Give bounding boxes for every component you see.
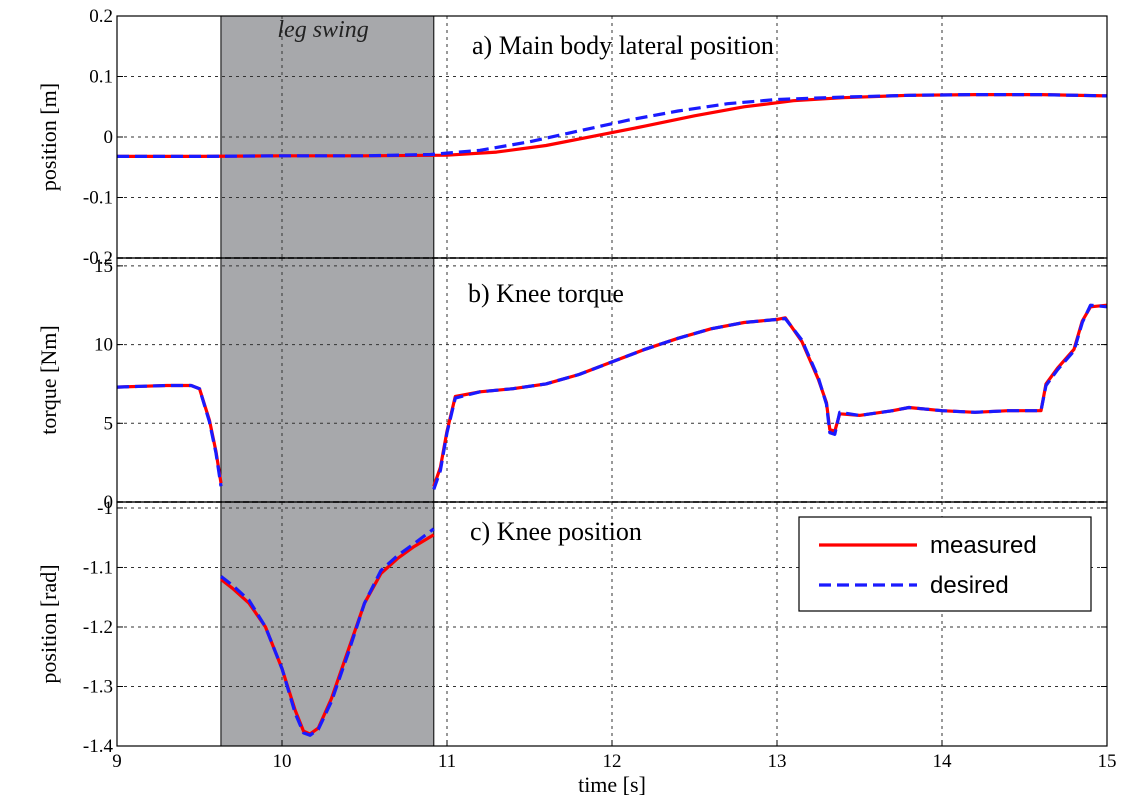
y-axis-label-a: position [m]: [36, 83, 61, 191]
series-desired-panel-c: [220, 527, 435, 737]
y-tick-label: -1.3: [83, 676, 113, 697]
leg-swing-shade: [220, 15, 435, 747]
series-desired-panel-a: [117, 93, 1108, 158]
y-tick-label: -1.1: [83, 557, 113, 578]
x-tick-label: 10: [273, 751, 292, 772]
leg-swing-label: leg swing: [277, 17, 368, 43]
leg-swing-region: [220, 15, 435, 747]
chart-text: leg swing 0.2 0.1 0 -0.1 -0.2 a) Main body lat…: [36, 6, 1117, 797]
y-tick-label: -1.2: [83, 617, 113, 638]
y-axis-label-b: torque [Nm]: [36, 325, 61, 434]
x-tick-label: 12: [603, 751, 622, 772]
series-desired-panel-b: [116, 383, 223, 487]
y-tick-label: -0.2: [83, 248, 113, 269]
y-tick-label: 0: [104, 127, 114, 148]
series-measured-panel-c: [220, 533, 435, 736]
legend: measured desired: [798, 516, 1092, 612]
y-tick-label: 0: [104, 492, 114, 513]
y-tick-label: 5: [104, 413, 114, 434]
y-tick-label: -0.1: [83, 188, 113, 209]
axes-frames: [116, 15, 1108, 747]
legend-label-measured: measured: [930, 532, 1037, 559]
y-tick-label: -1.4: [83, 736, 114, 757]
x-tick-label: 13: [768, 751, 787, 772]
legend-label-desired: desired: [930, 572, 1009, 599]
panel-title-a: a) Main body lateral position: [472, 31, 774, 60]
y-axis-label-c: position [rad]: [36, 564, 61, 683]
x-tick-label: 9: [112, 751, 122, 772]
panel-title-b: b) Knee torque: [468, 279, 624, 308]
y-tick-label: 0.1: [89, 67, 113, 88]
x-tick-label: 14: [933, 751, 953, 772]
panel-title-c: c) Knee position: [470, 517, 642, 546]
y-tick-label: -1: [97, 498, 113, 519]
series-lines: [116, 93, 1108, 737]
x-axis-label: time [s]: [578, 772, 646, 797]
x-tick-label: 15: [1098, 751, 1117, 772]
legend-box: [798, 516, 1092, 612]
y-tick-label: 0.2: [89, 6, 113, 27]
y-tick-label: 10: [94, 335, 113, 356]
grid: [117, 16, 1107, 746]
series-desired-panel-b: [432, 303, 1108, 490]
y-tick-label: 15: [94, 256, 113, 277]
x-tick-label: 11: [438, 751, 456, 772]
